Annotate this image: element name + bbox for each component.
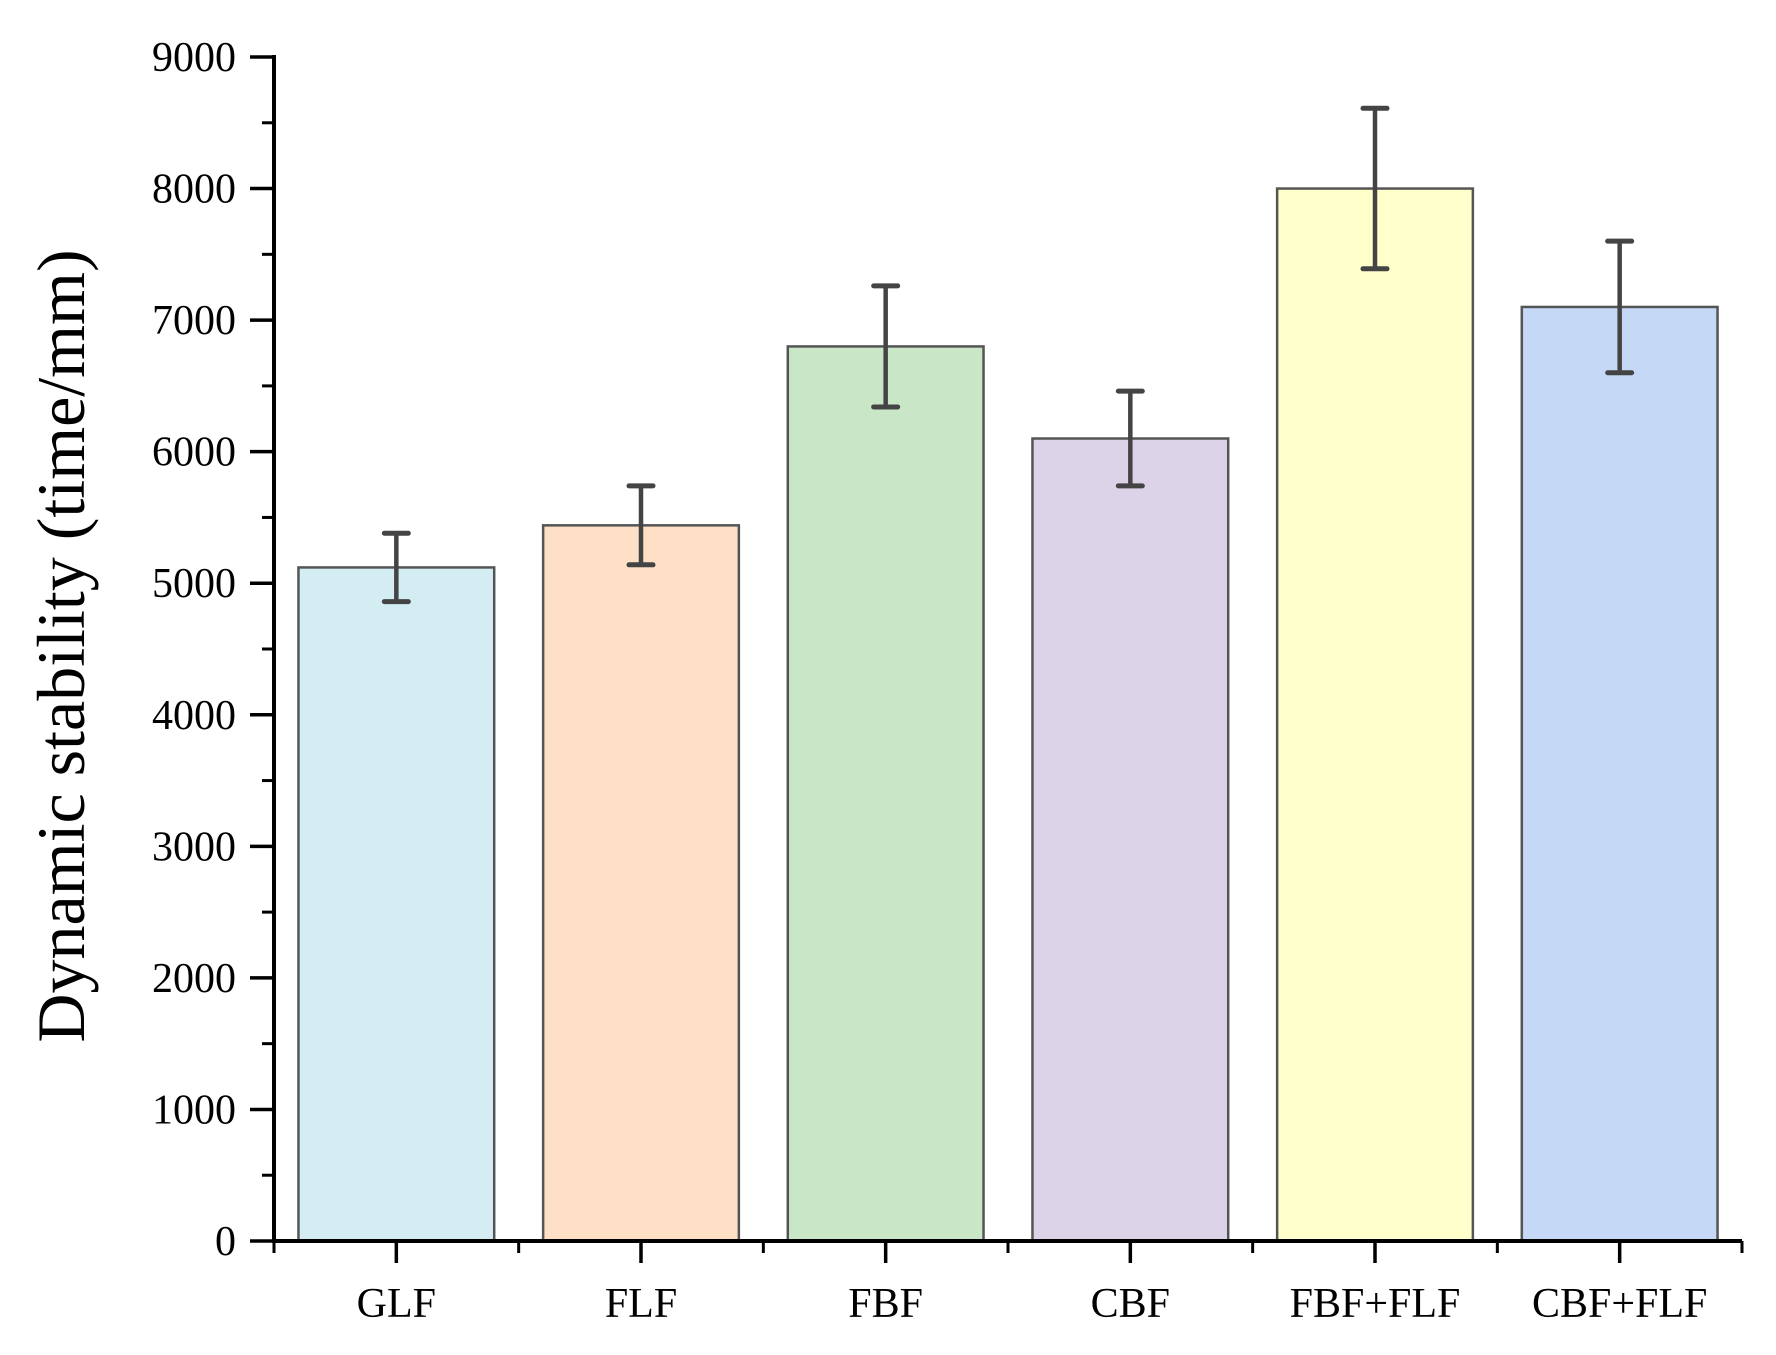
x-tick-label: CBF+FLF	[1532, 1281, 1707, 1327]
error-bar-fbf	[871, 283, 901, 410]
y-tick-label: 7000	[152, 298, 236, 344]
error-bar-cbf-plus-flf	[1605, 238, 1635, 376]
y-tick-label: 2000	[152, 956, 236, 1002]
error-bar-cbf	[1115, 388, 1145, 489]
x-tick-label: FBF	[848, 1281, 923, 1327]
labels-layer: GLF FLF FBF CBF FBF+FLF CBF+FLF 0 1000 2000 3000 4…	[152, 35, 1707, 1327]
y-tick-label: 8000	[152, 167, 236, 213]
x-tick-label: FLF	[605, 1281, 677, 1327]
x-tick-label: FBF+FLF	[1290, 1281, 1461, 1327]
x-tick-label: GLF	[357, 1281, 436, 1327]
bar-cbf-plus-flf	[1520, 305, 1719, 1243]
error-bars-layer	[381, 105, 1635, 605]
bar-fbf	[786, 345, 985, 1243]
y-tick-label: 1000	[152, 1087, 236, 1133]
bar-cbf	[1031, 437, 1230, 1243]
x-tick-label: CBF	[1091, 1281, 1170, 1327]
y-tick-label: 3000	[152, 824, 236, 870]
error-bar-glf	[381, 530, 411, 605]
y-tick-label: 6000	[152, 430, 236, 476]
axes-layer	[250, 55, 1744, 1263]
bar-fbf-plus-flf	[1275, 187, 1475, 1243]
y-tick-label: 9000	[152, 35, 236, 81]
y-axis-title: Dynamic stability (time/mm)	[23, 249, 99, 1042]
bars-layer	[297, 187, 1719, 1243]
error-bar-fbf-plus-flf	[1360, 105, 1390, 272]
bar-flf	[541, 524, 741, 1243]
y-tick-label: 4000	[152, 693, 236, 739]
error-bar-flf	[626, 483, 656, 568]
bar-glf	[297, 566, 496, 1243]
y-tick-label: 0	[215, 1219, 236, 1265]
y-tick-label: 5000	[152, 561, 236, 607]
